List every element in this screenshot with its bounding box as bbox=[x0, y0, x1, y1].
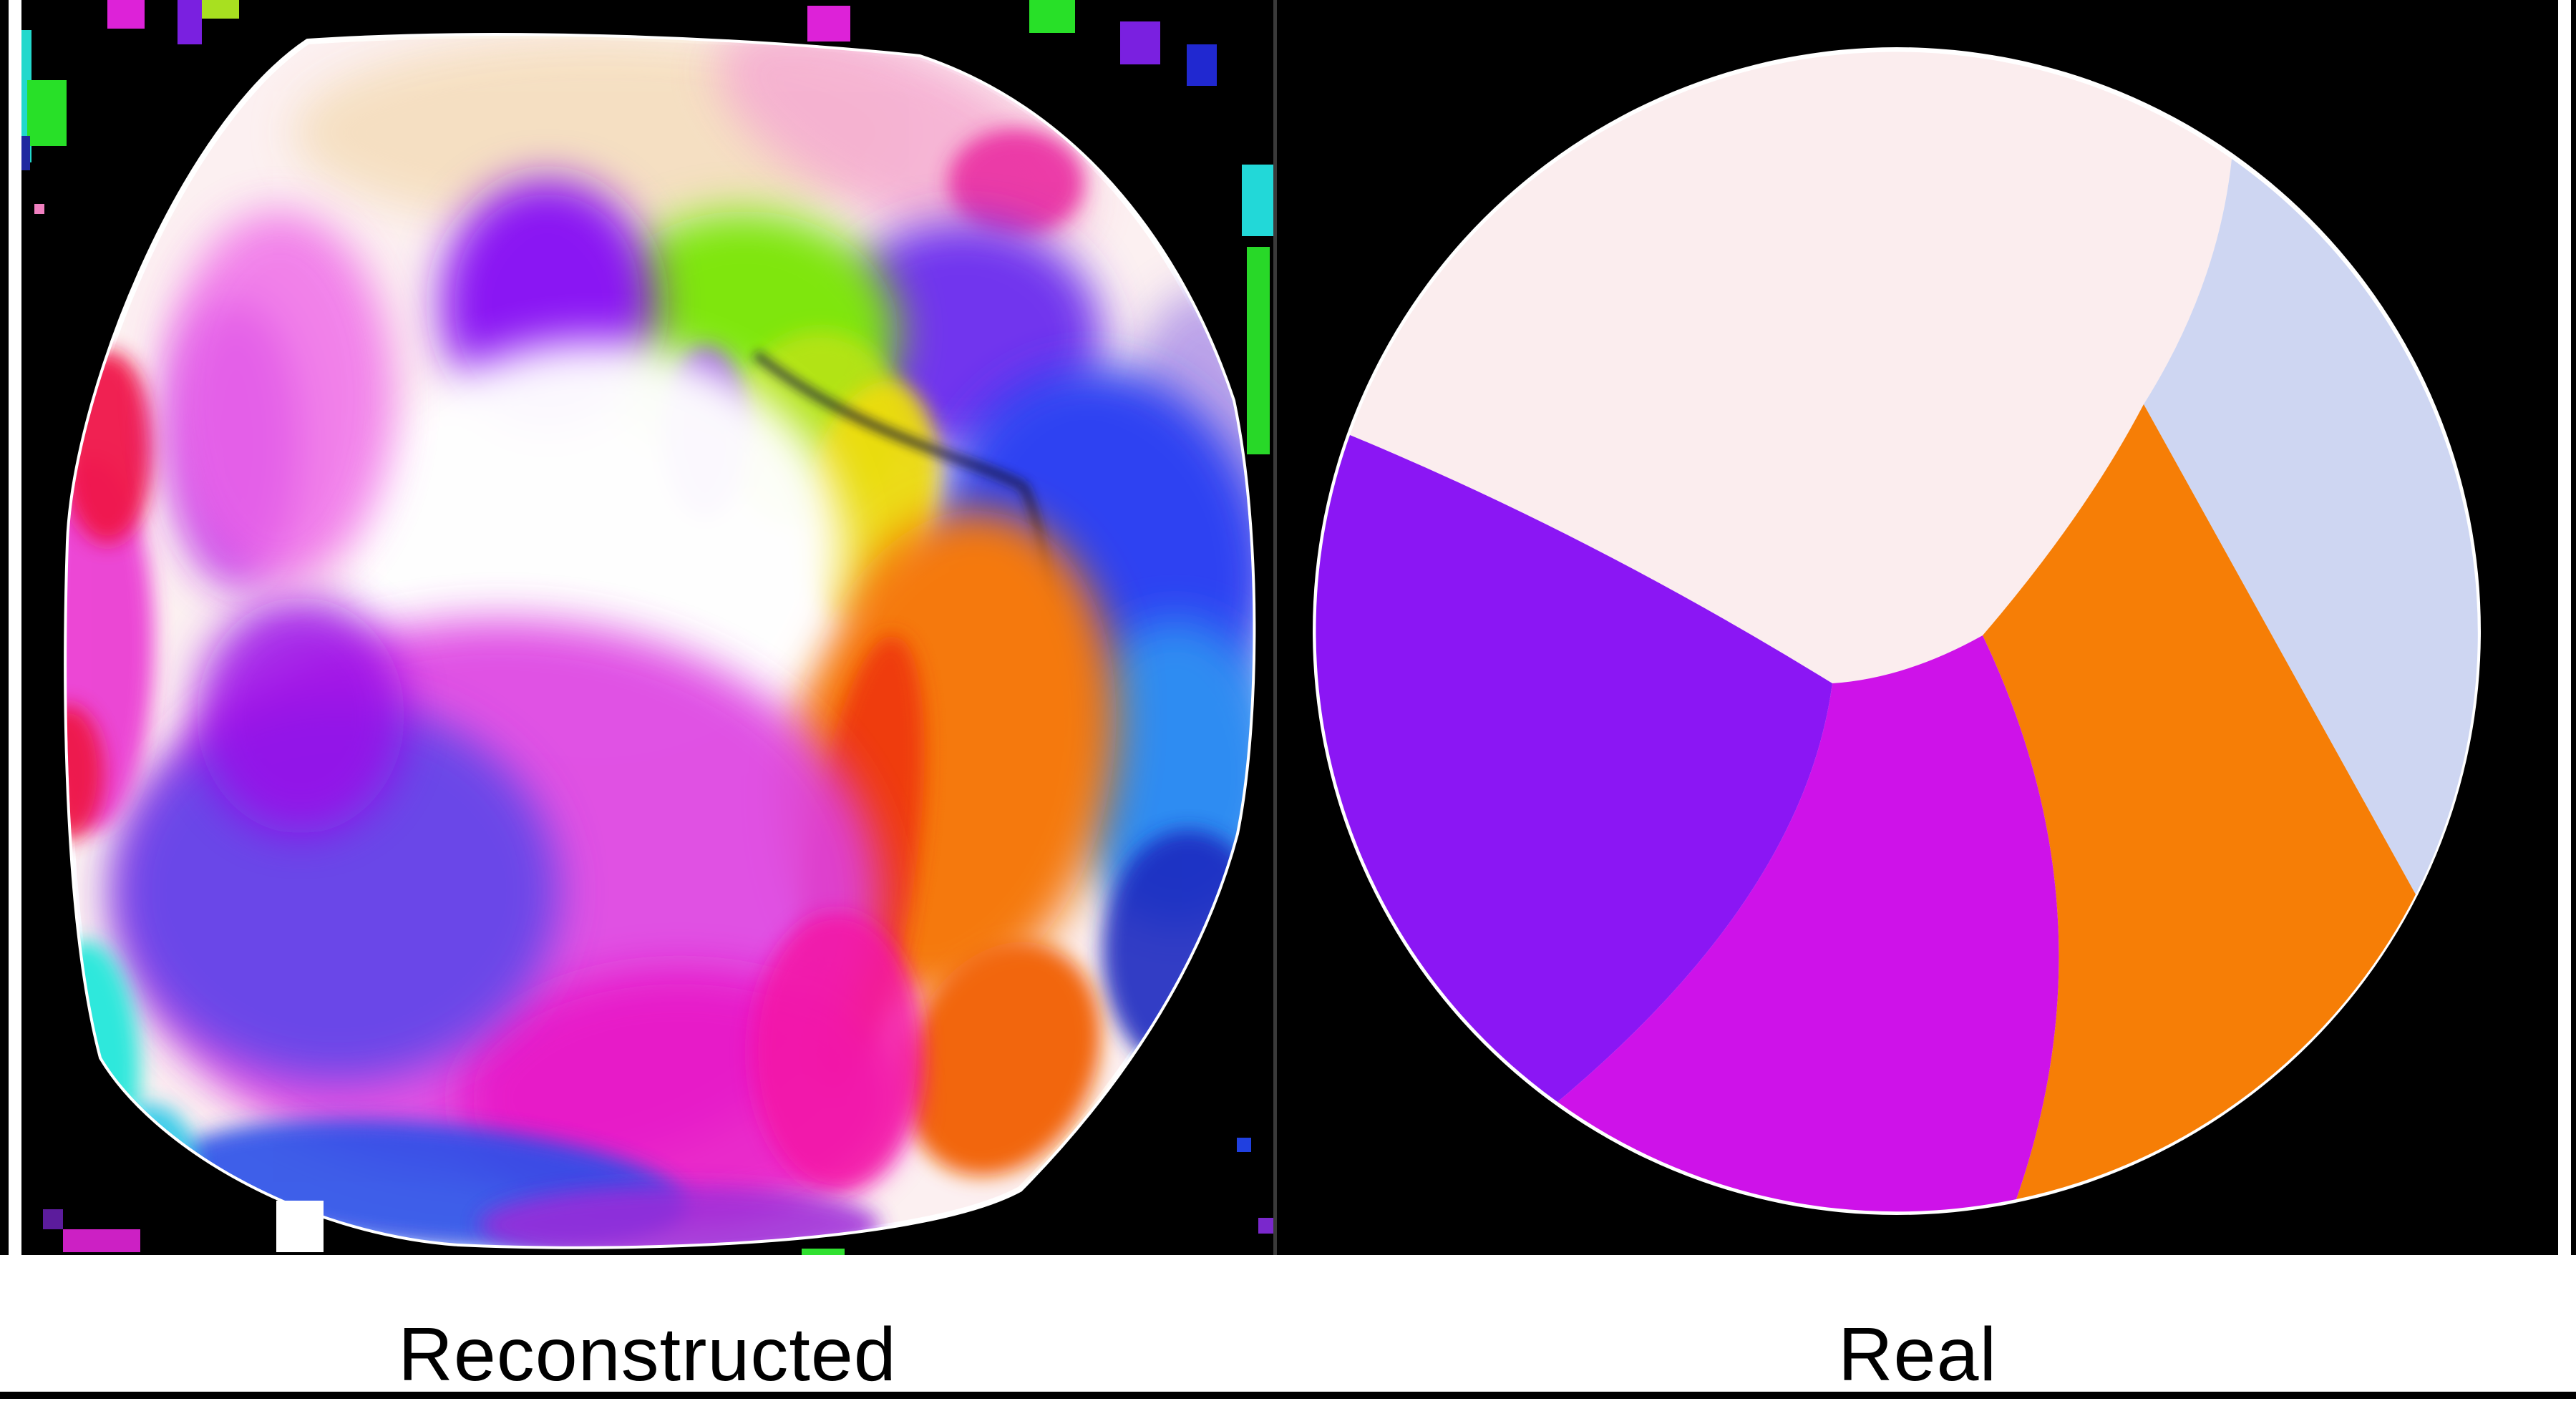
segment-lower-right bbox=[1983, 404, 2416, 1199]
caption-band bbox=[0, 1255, 2576, 1392]
bottom-rule bbox=[0, 1392, 2576, 1399]
reconstructed-noise-specks bbox=[21, 0, 1273, 1255]
real-image bbox=[1277, 0, 2558, 1255]
right-margin bbox=[2558, 0, 2571, 1255]
segment-bottom bbox=[1557, 635, 2059, 1212]
segment-top bbox=[1350, 52, 2232, 684]
caption-real: Real bbox=[1277, 1315, 2558, 1401]
caption-real-text: Real bbox=[1837, 1312, 1997, 1397]
caption-reconstructed: Reconstructed bbox=[21, 1315, 1273, 1401]
caption-reconstructed-text: Reconstructed bbox=[398, 1312, 897, 1397]
left-margin bbox=[9, 0, 21, 1255]
panel-separator bbox=[1273, 0, 1277, 1255]
segment-upper-right bbox=[2144, 159, 2478, 894]
reconstructed-image bbox=[21, 0, 1273, 1255]
segment-left bbox=[1316, 435, 1832, 1102]
